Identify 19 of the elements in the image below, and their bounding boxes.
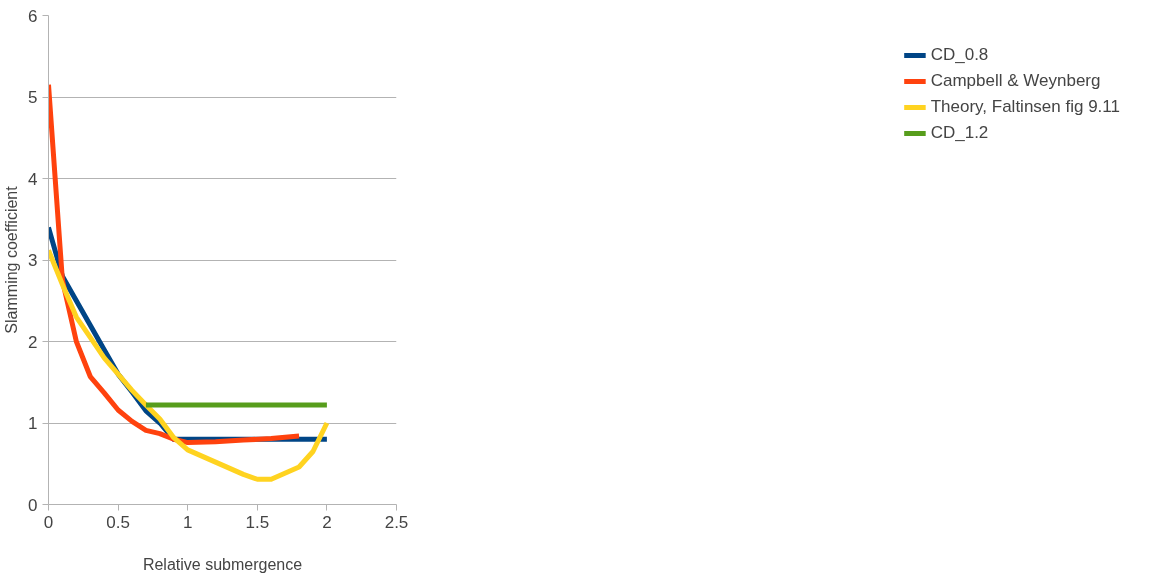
- y-tick-label: 1: [28, 414, 38, 433]
- y-tick-label: 3: [28, 251, 38, 270]
- x-tick-label: 2: [322, 512, 332, 532]
- y-tick-label: 4: [28, 169, 38, 189]
- x-tick-label: 0: [43, 512, 54, 532]
- y-tick-label: 0: [28, 495, 38, 515]
- x-axis-title: Relative submergence: [142, 555, 303, 573]
- legend-label: Campbell & Weynberg: [930, 71, 1101, 91]
- y-tick-label: 5: [28, 88, 38, 107]
- x-tick-label: 1.5: [245, 512, 270, 532]
- legend-label: Theory, Faltinsen fig 9.11: [930, 97, 1120, 117]
- y-tick-label: 6: [28, 6, 38, 26]
- x-tick-label: 2.5: [384, 512, 409, 532]
- legend-label: CD_1.2: [930, 123, 989, 143]
- y-tick-label: 2: [28, 332, 38, 352]
- x-tick-label: 0.5: [106, 512, 130, 532]
- legend-label: CD_0.8: [930, 45, 989, 65]
- y-axis-title: Slamming coefficient: [3, 185, 21, 334]
- x-tick-label: 1: [182, 512, 193, 532]
